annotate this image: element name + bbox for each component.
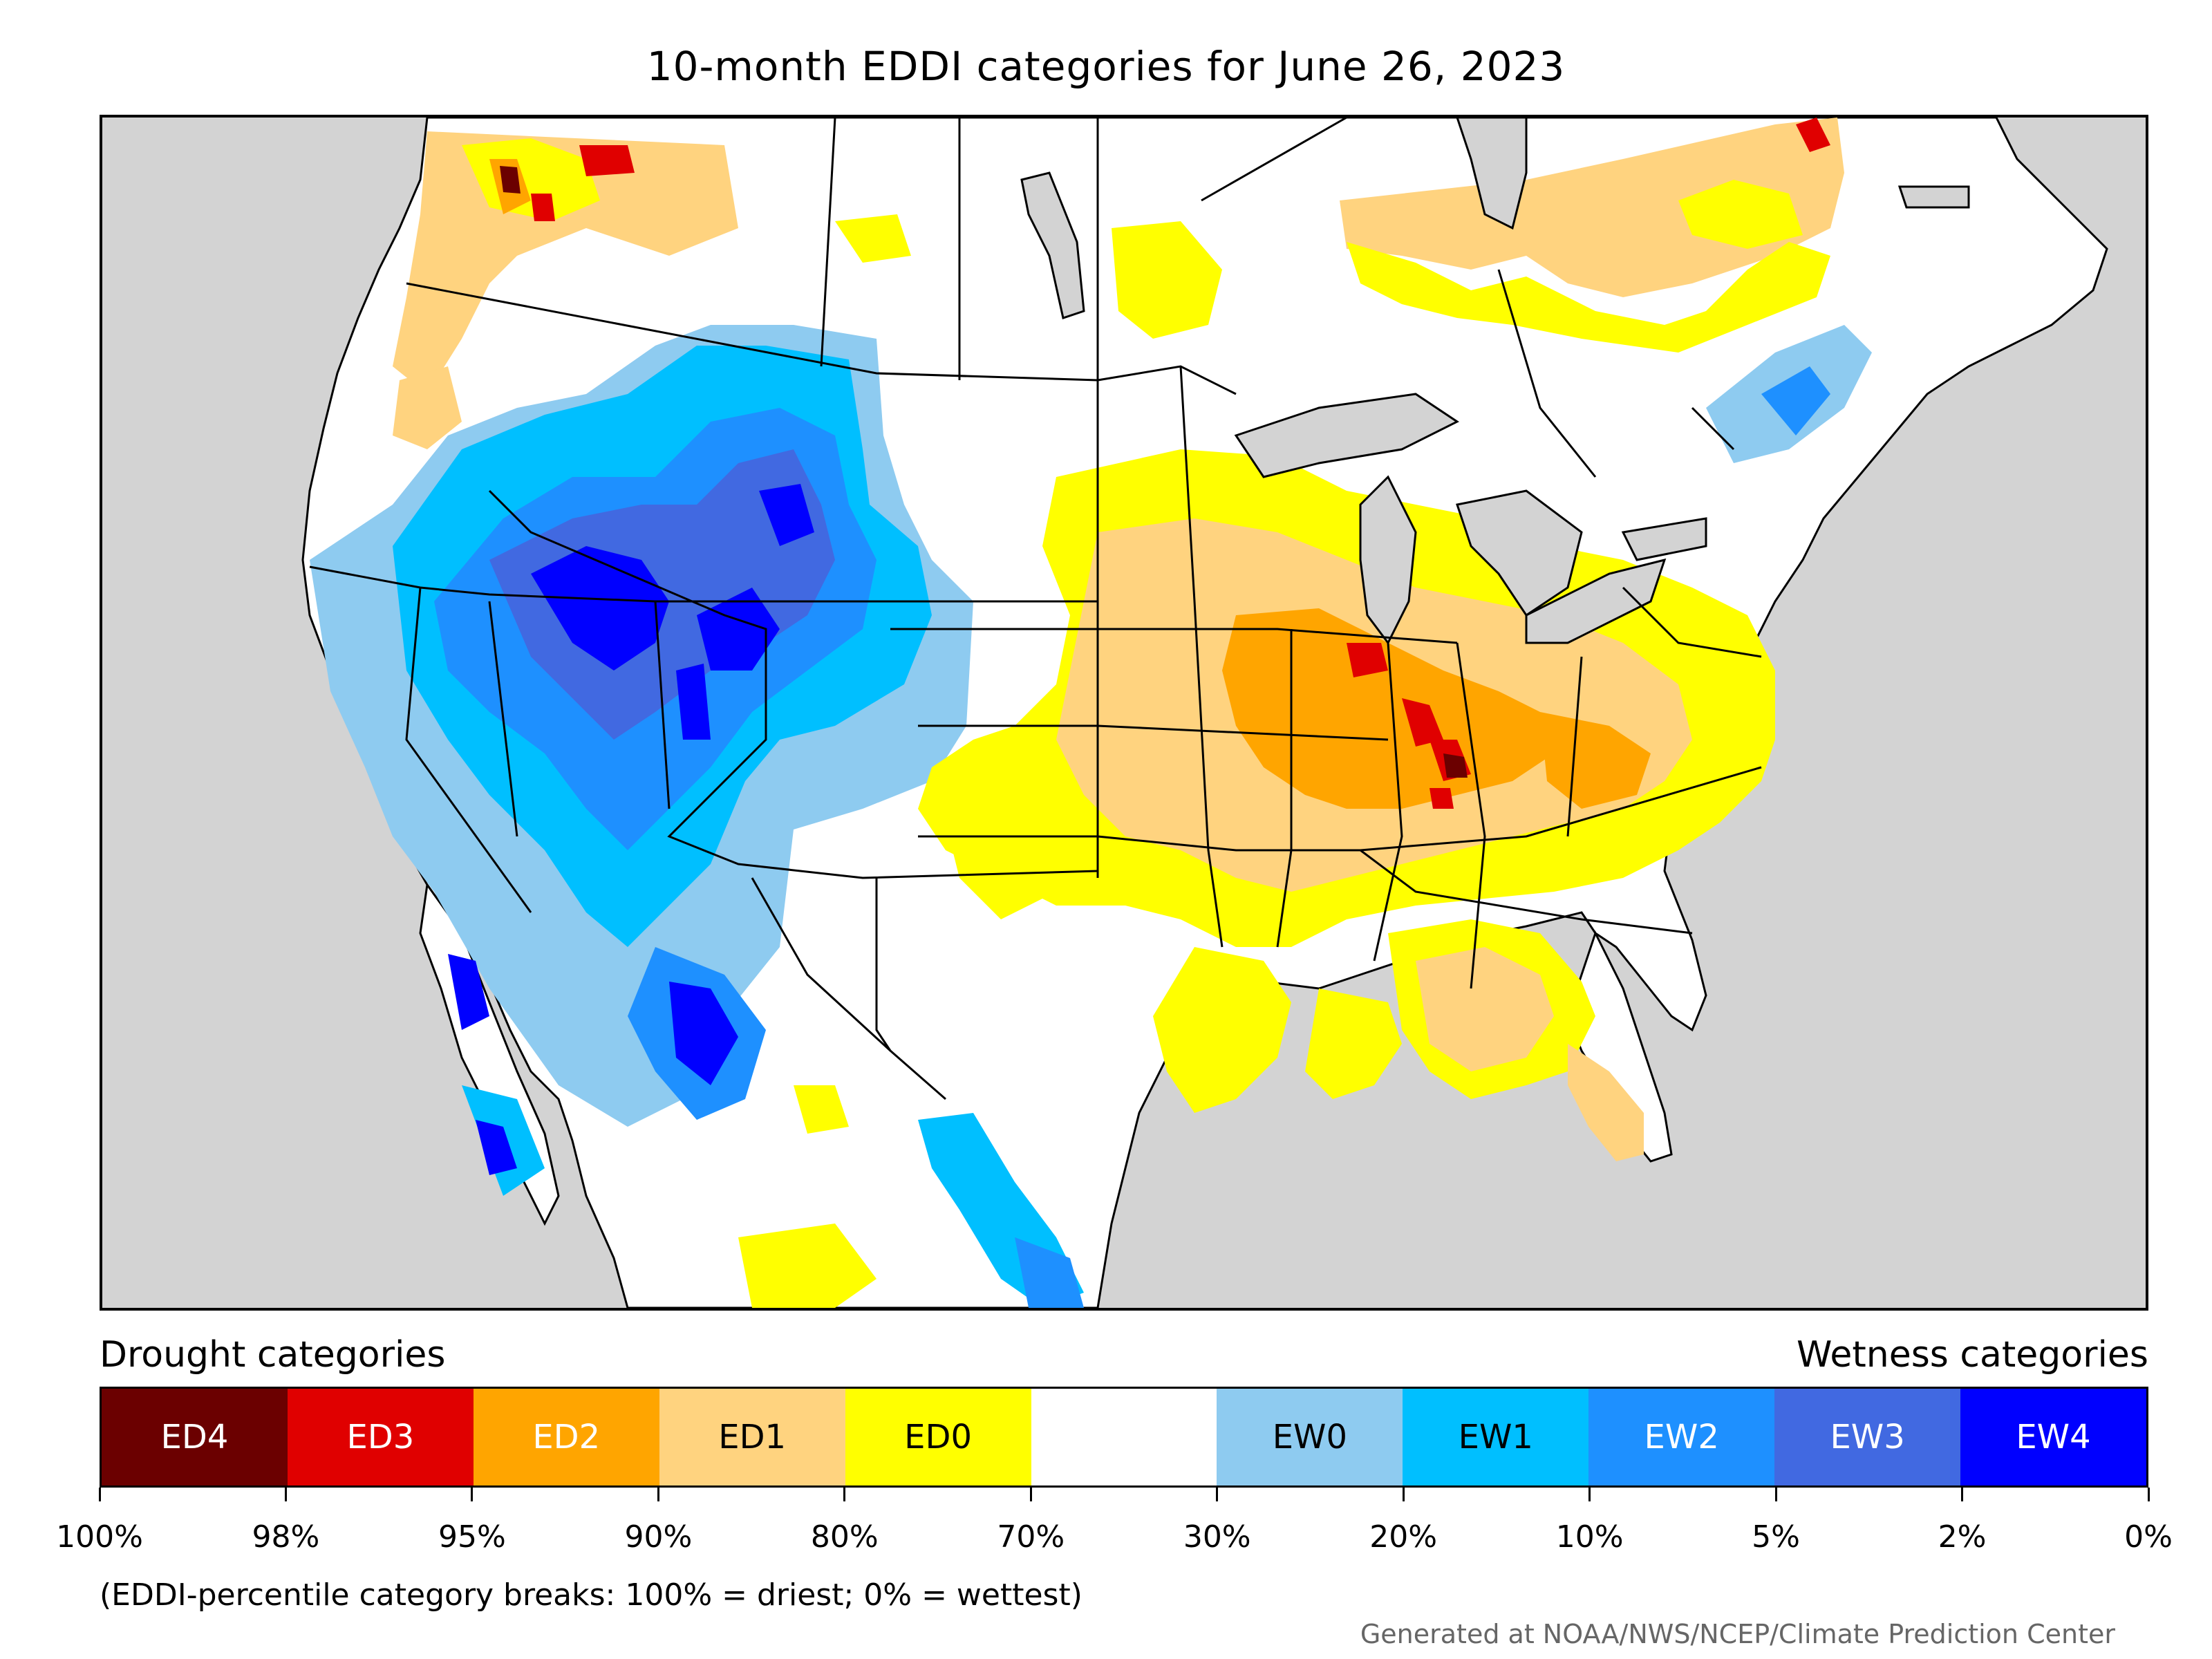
colorbar-segment-ed4: ED4 — [102, 1389, 288, 1485]
colorbar-tick — [1216, 1488, 1219, 1501]
colorbar-tick-label: 90% — [624, 1519, 693, 1555]
colorbar-segment-ew0: EW0 — [1217, 1389, 1403, 1485]
colorbar-tick — [843, 1488, 846, 1501]
colorbar-tick — [471, 1488, 474, 1501]
colorbar-segment-ew2: EW2 — [1588, 1389, 1775, 1485]
category-colorbar: ED4 ED3 ED2 ED1 ED0 EW0 EW1 EW2 EW3 EW4 — [100, 1387, 2148, 1488]
colorbar-tick-label: 100% — [56, 1519, 143, 1555]
colorbar-segment-ed0: ED0 — [845, 1389, 1031, 1485]
colorbar-segment-ew1: EW1 — [1403, 1389, 1589, 1485]
colorbar-tick-label: 70% — [997, 1519, 1065, 1555]
colorbar-ticks — [98, 1488, 2150, 1501]
category-footnote: (EDDI-percentile category breaks: 100% =… — [100, 1577, 1082, 1613]
wetness-categories-label: Wetness categories — [1797, 1334, 2148, 1376]
colorbar-tick-label: 95% — [438, 1519, 506, 1555]
colorbar-tick — [1029, 1488, 1032, 1501]
colorbar-segment-ed2: ED2 — [473, 1389, 659, 1485]
colorbar-tick-label: 2% — [1938, 1519, 1987, 1555]
great-lakes — [1020, 118, 1970, 645]
credit-line: Generated at NOAA/NWS/NCEP/Climate Predi… — [1360, 1619, 2115, 1649]
colorbar-tick-label: 30% — [1183, 1519, 1251, 1555]
colorbar-segment-ed3: ED3 — [287, 1389, 474, 1485]
colorbar-tick-label: 10% — [1555, 1519, 1624, 1555]
colorbar-segment-ew4: EW4 — [1960, 1389, 2146, 1485]
colorbar-tick — [1402, 1488, 1405, 1501]
political-boundaries — [309, 118, 1762, 1100]
colorbar-segment-ew3: EW3 — [1774, 1389, 1961, 1485]
colorbar-tick — [1961, 1488, 1964, 1501]
colorbar-tick — [284, 1488, 287, 1501]
colorbar-tick — [98, 1488, 101, 1501]
colorbar-tick — [1774, 1488, 1777, 1501]
colorbar-tick-label: 80% — [810, 1519, 879, 1555]
colorbar-segment-normal — [1031, 1389, 1217, 1485]
colorbar-segment-ed1: ED1 — [659, 1389, 845, 1485]
drought-categories-label: Drought categories — [100, 1334, 446, 1376]
colorbar-tick-label: 98% — [252, 1519, 320, 1555]
colorbar-tick-label: 0% — [2124, 1519, 2173, 1555]
colorbar-tick — [1588, 1488, 1591, 1501]
colorbar-tick-label: 20% — [1369, 1519, 1438, 1555]
map-svg — [301, 118, 2108, 1308]
eddi-map — [100, 115, 2148, 1311]
colorbar-tick-label: 5% — [1752, 1519, 1800, 1555]
map-title: 10-month EDDI categories for June 26, 20… — [646, 43, 1566, 90]
colorbar-tick — [2147, 1488, 2150, 1501]
colorbar-tick — [657, 1488, 659, 1501]
